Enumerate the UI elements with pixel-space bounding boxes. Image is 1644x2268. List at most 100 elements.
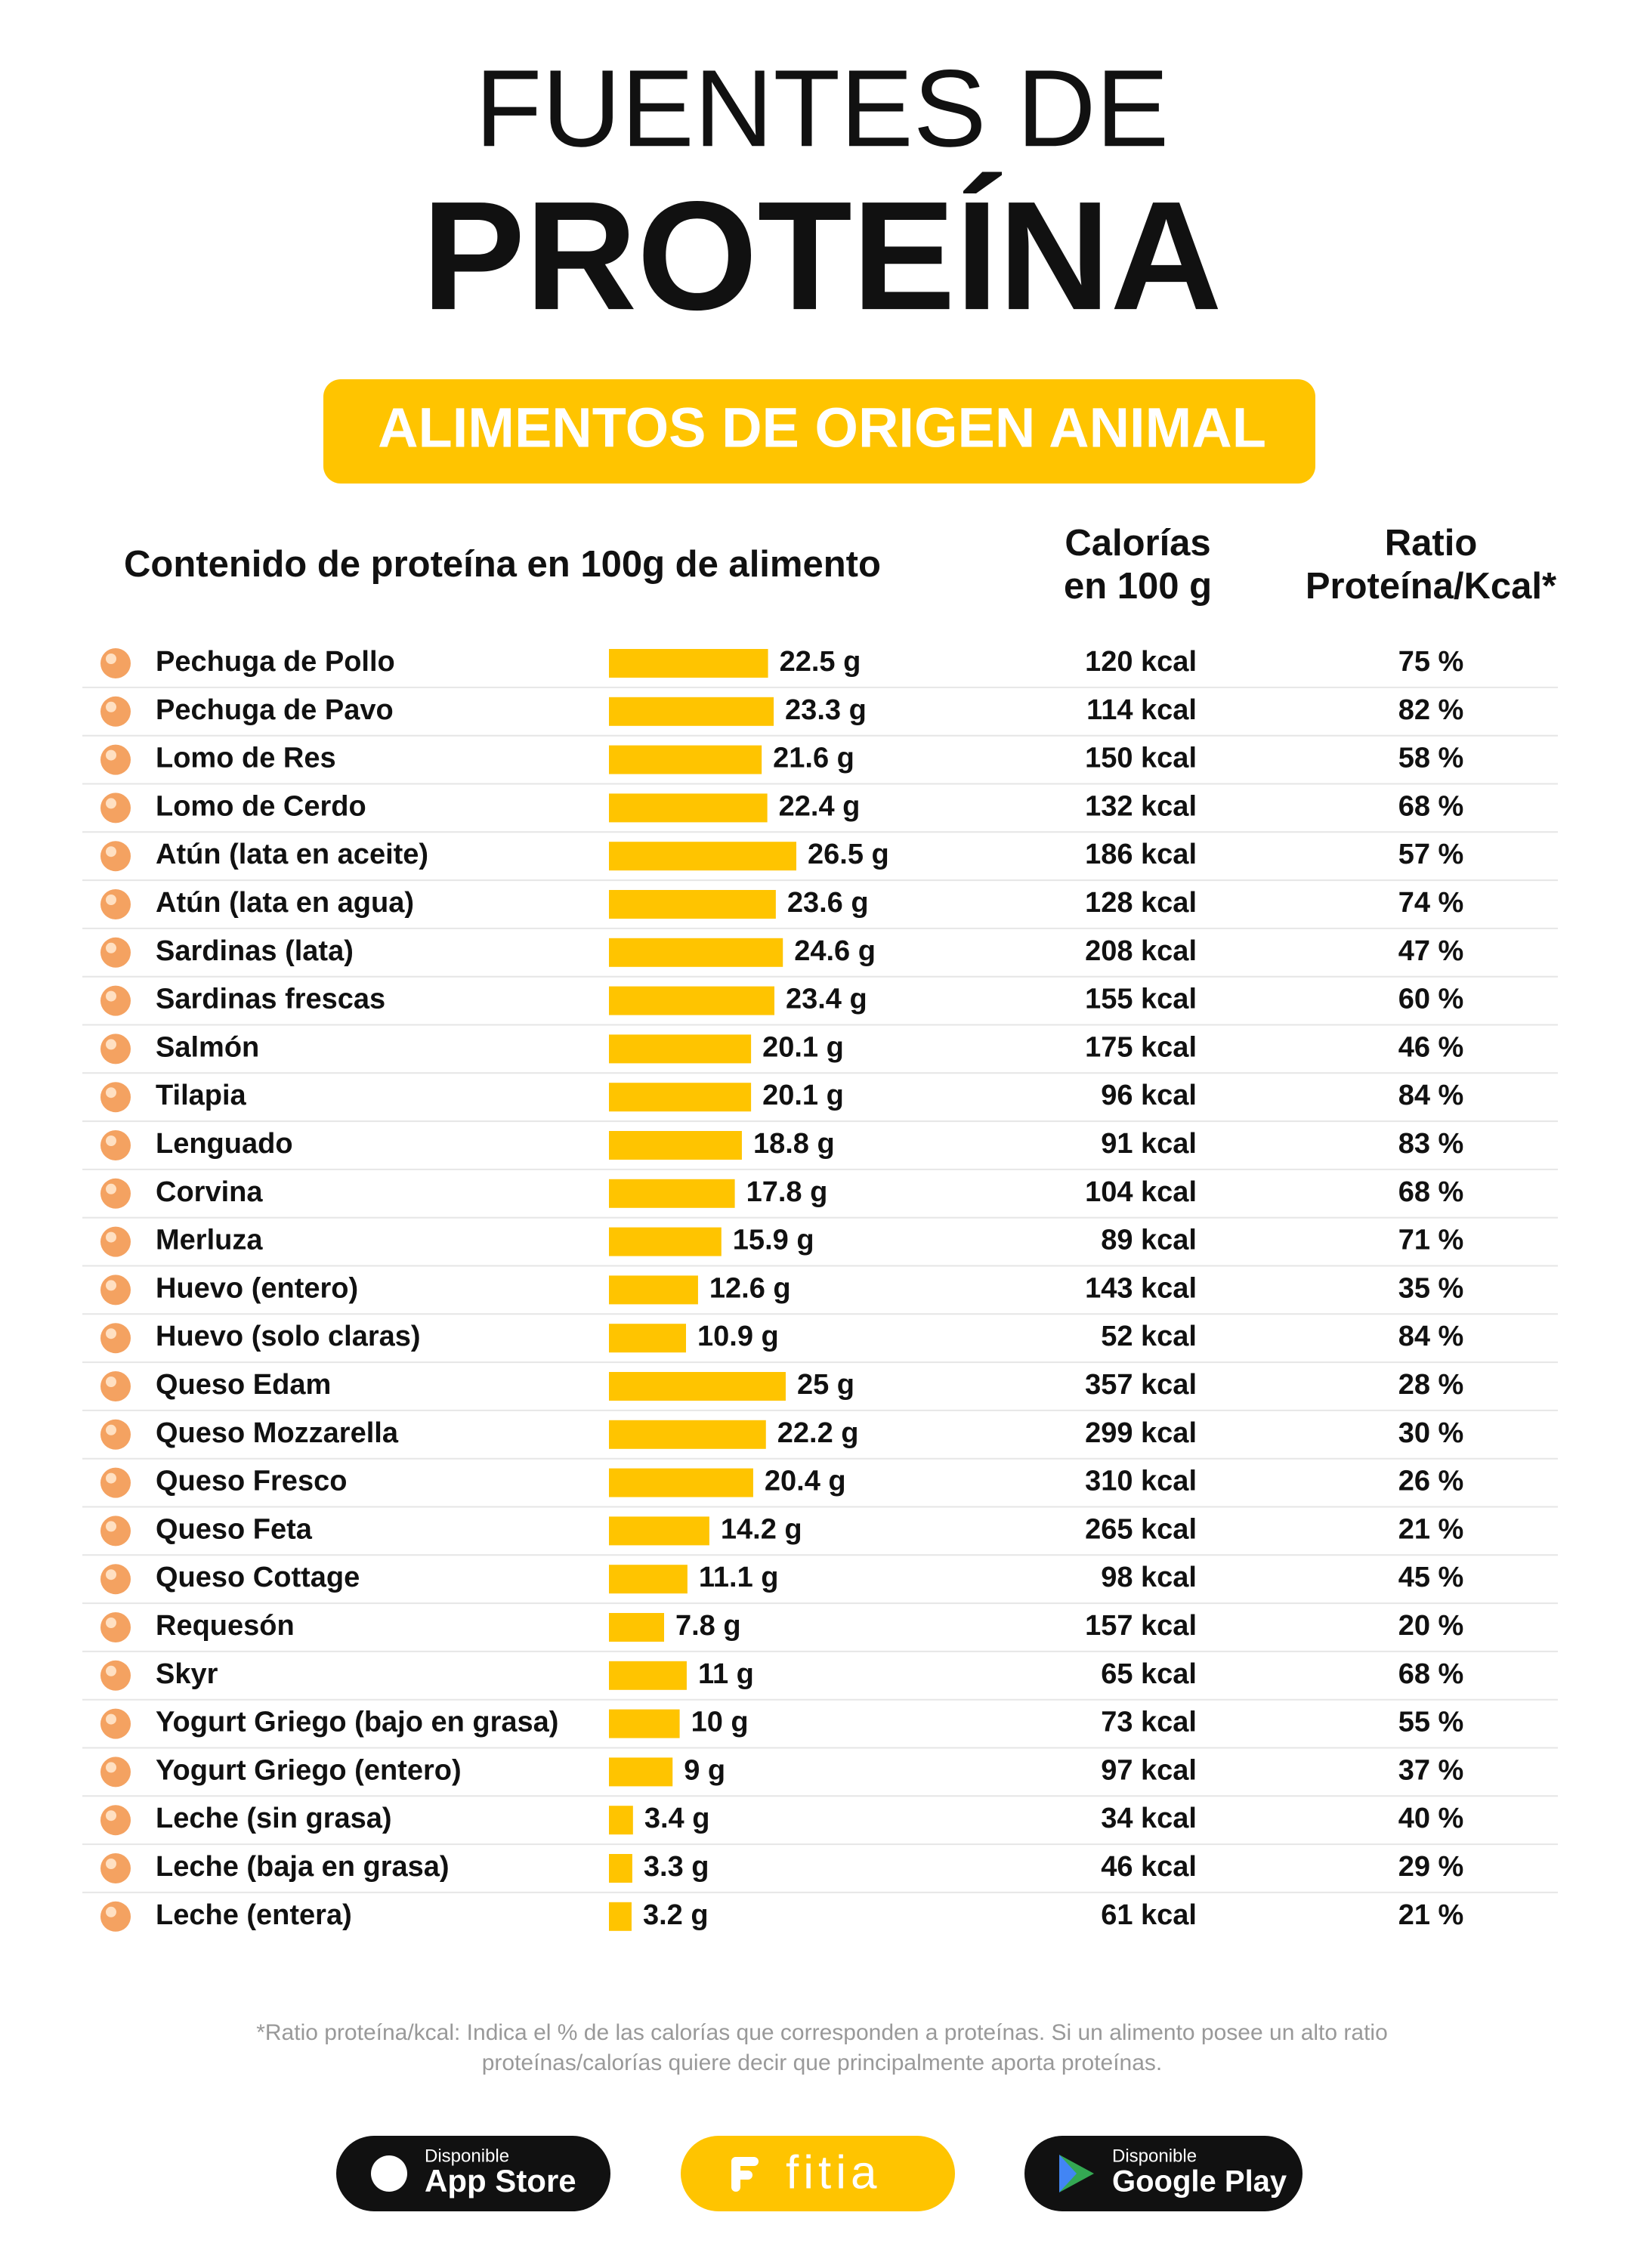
food-icon: [100, 1275, 131, 1305]
food-name: Leche (entera): [156, 1899, 352, 1931]
calories: 150 kcal: [1085, 743, 1197, 774]
calories: 157 kcal: [1085, 1610, 1197, 1642]
ratio: 35 %: [1398, 1272, 1464, 1304]
bar-label: 18.8 g: [753, 1128, 835, 1160]
calories: 310 kcal: [1085, 1466, 1197, 1497]
food-name: Queso Edam: [156, 1369, 331, 1401]
bar-label: 17.8 g: [746, 1176, 828, 1208]
bar: [609, 1613, 664, 1642]
food-icon: [100, 1853, 131, 1883]
food-name: Atún (lata en aceite): [156, 839, 428, 870]
food-icon: [100, 841, 131, 872]
bar: [609, 1131, 742, 1160]
fitia-button[interactable]: fitia: [681, 2136, 955, 2211]
food-icon: [106, 1859, 116, 1869]
bar: [609, 1324, 687, 1353]
food-icon: [100, 1130, 131, 1160]
button-small-text: Disponible: [425, 2146, 509, 2166]
bar-label: 26.5 g: [808, 839, 889, 870]
ratio: 26 %: [1398, 1466, 1464, 1497]
calories: 61 kcal: [1101, 1899, 1197, 1931]
bar: [609, 842, 796, 871]
food-name: Sardinas frescas: [156, 984, 385, 1015]
bar: [609, 1372, 786, 1401]
button-bg: [1024, 2136, 1303, 2211]
food-icon: [106, 654, 116, 664]
button-bg: [681, 2136, 955, 2211]
calories: 89 kcal: [1101, 1225, 1197, 1256]
ratio: 75 %: [1398, 646, 1464, 678]
bar: [609, 1468, 753, 1497]
food-icon: [100, 793, 131, 823]
calories: 265 kcal: [1085, 1513, 1197, 1545]
rows: Pechuga de Pollo 22.5 g 120 kcal 75 % Pechug…: [82, 646, 1558, 1932]
food-name: Skyr: [156, 1658, 218, 1690]
calories: 52 kcal: [1101, 1321, 1197, 1352]
food-icon: [106, 1569, 116, 1580]
bar: [609, 890, 776, 919]
bar-label: 24.6 g: [794, 935, 876, 967]
column-header: Ratio: [1385, 523, 1478, 564]
calories: 114 kcal: [1086, 694, 1197, 726]
calories: 65 kcal: [1101, 1658, 1197, 1690]
ratio: 28 %: [1398, 1369, 1464, 1401]
bar: [609, 649, 768, 678]
ratio: 37 %: [1398, 1754, 1464, 1786]
calories: 357 kcal: [1085, 1369, 1197, 1401]
bar-label: 23.3 g: [785, 694, 867, 726]
subtitle-pill: [323, 379, 1315, 484]
bar-label: 10 g: [691, 1707, 749, 1738]
ratio: 21 %: [1398, 1899, 1464, 1931]
app-store-button[interactable]: Disponible App Store: [336, 2136, 610, 2211]
bar: [609, 938, 783, 967]
calories: 299 kcal: [1085, 1417, 1197, 1449]
food-icon: [100, 1178, 131, 1209]
ratio: 29 %: [1398, 1851, 1464, 1883]
food-icon: [100, 1082, 131, 1113]
google-play-button[interactable]: Disponible Google Play: [1024, 2136, 1303, 2211]
bar-label: 23.6 g: [787, 887, 869, 919]
calories: 120 kcal: [1085, 646, 1197, 678]
bar: [609, 1902, 632, 1931]
bar: [609, 986, 774, 1015]
bar: [609, 1420, 766, 1449]
food-name: Corvina: [156, 1176, 263, 1208]
food-icon: [106, 1377, 116, 1387]
title: FUENTES DE: [475, 47, 1169, 169]
food-name: Queso Fresco: [156, 1466, 347, 1497]
food-icon: [100, 1419, 131, 1450]
food-icon: [100, 1516, 131, 1547]
calories: 186 kcal: [1085, 839, 1197, 870]
food-icon: [100, 1757, 131, 1788]
ratio: 68 %: [1398, 1176, 1464, 1208]
food-name: Lomo de Res: [156, 743, 336, 774]
food-icon: [106, 990, 116, 1002]
calories: 143 kcal: [1085, 1272, 1197, 1304]
button-small-text: Disponible: [1112, 2146, 1197, 2166]
food-name: Yogurt Griego (entero): [156, 1754, 462, 1786]
bar-label: 14.2 g: [721, 1513, 802, 1545]
ratio: 74 %: [1398, 887, 1464, 919]
food-name: Salmón: [156, 1031, 259, 1063]
footnote: *Ratio proteína/kcal: Indica el % de las…: [256, 2020, 1388, 2045]
column-header: Calorías: [1065, 523, 1210, 564]
ratio: 45 %: [1398, 1562, 1464, 1593]
bar-label: 3.3 g: [644, 1851, 709, 1883]
calories: 34 kcal: [1101, 1803, 1197, 1834]
food-icon: [106, 1231, 116, 1243]
food-name: Huevo (solo claras): [156, 1321, 421, 1352]
ratio: 83 %: [1398, 1128, 1464, 1160]
food-icon: [100, 696, 131, 727]
food-icon: [106, 942, 116, 953]
title-bold: PROTEÍNA: [422, 169, 1222, 342]
ratio: 84 %: [1398, 1080, 1464, 1111]
bar-label: 21.6 g: [773, 743, 854, 774]
food-icon: [100, 1564, 131, 1595]
play-icon: [1059, 2155, 1077, 2192]
bar: [609, 1516, 709, 1546]
food-icon: [100, 1660, 131, 1691]
food-icon: [100, 1371, 131, 1401]
food-icon: [106, 846, 116, 857]
